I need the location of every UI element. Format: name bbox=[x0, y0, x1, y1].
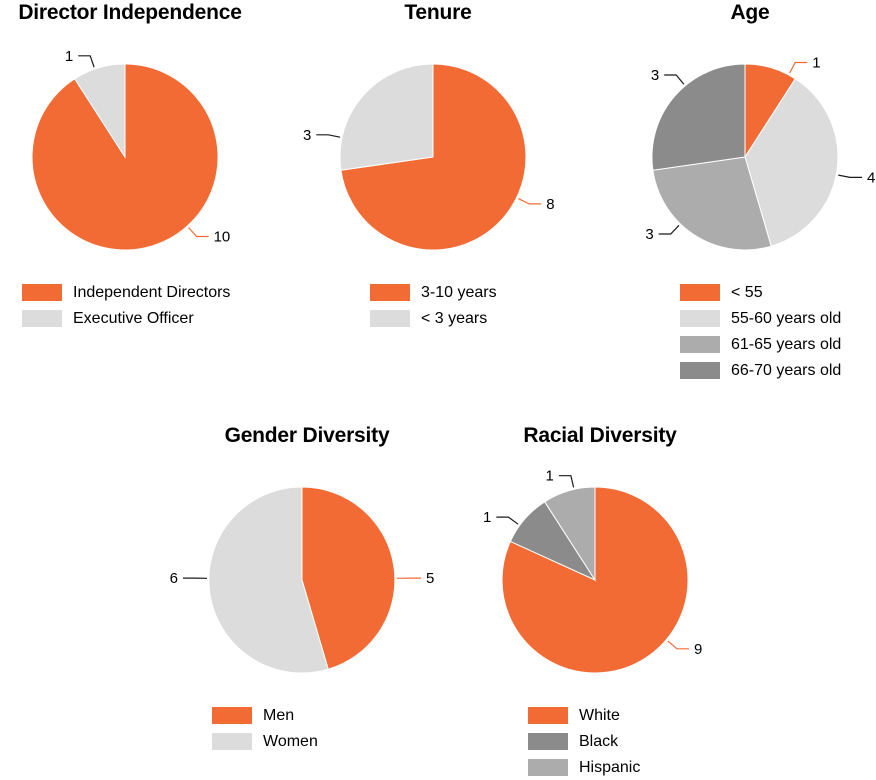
pie-slice-55-60-years-old bbox=[744, 78, 839, 247]
legend-item-66-70-years-old: 66-70 years old bbox=[680, 362, 876, 379]
chart-title-tenure: Tenure bbox=[404, 1, 472, 24]
legend-label-55-60-years-old: 55-60 years old bbox=[731, 310, 842, 327]
legend-swatch-55-60-years-old bbox=[680, 310, 720, 327]
legend-swatch-black bbox=[528, 733, 568, 750]
pie-slice-white bbox=[501, 486, 689, 674]
callout-line-black bbox=[496, 516, 519, 525]
legend-swatch-women bbox=[212, 733, 252, 750]
pie-slice-66-70-years-old bbox=[651, 63, 746, 171]
legend-item-55: < 55 bbox=[680, 284, 876, 301]
legend-item-hispanic: Hispanic bbox=[528, 759, 738, 776]
legend-label-55: < 55 bbox=[731, 284, 763, 301]
legend-label-66-70-years-old: 66-70 years old bbox=[731, 362, 842, 379]
callout-line-55 bbox=[789, 61, 808, 74]
legend-swatch-66-70-years-old bbox=[680, 362, 720, 379]
callout-value-55-60-years-old: 4 bbox=[867, 169, 875, 186]
callout-value-black: 1 bbox=[483, 509, 491, 526]
legend-label-executive-officer: Executive Officer bbox=[73, 310, 194, 327]
legend-item-women: Women bbox=[212, 733, 445, 750]
pie-tenure: 83 bbox=[303, 63, 555, 251]
pie-slice-women bbox=[208, 486, 329, 674]
callout-value-55: 1 bbox=[812, 55, 820, 72]
callout-value-executive-officer: 1 bbox=[65, 48, 73, 65]
callout-line-3-years bbox=[316, 134, 341, 138]
callout-value-hispanic: 1 bbox=[546, 468, 554, 485]
legend-swatch-3-10-years bbox=[370, 284, 410, 301]
callout-value-66-70-years-old: 3 bbox=[651, 67, 659, 84]
legend-racial-diversity: White Black Hispanic bbox=[528, 707, 738, 776]
pie-slice-61-65-years-old bbox=[652, 156, 772, 251]
legend-label-white: White bbox=[579, 707, 620, 724]
legend-swatch-61-65-years-old bbox=[680, 336, 720, 353]
legend-label-3-10-years: 3-10 years bbox=[421, 284, 497, 301]
legend-label-independent-directors: Independent Directors bbox=[73, 284, 231, 301]
legend-age: < 55 55-60 years old 61-65 years old 66-70 … bbox=[680, 284, 876, 379]
callout-line-3-10-years bbox=[518, 198, 542, 205]
chart-title-age: Age bbox=[730, 1, 770, 24]
pie-director-independence: 10 1 bbox=[31, 48, 231, 251]
chart-title-racial-diversity: Racial Diversity bbox=[523, 424, 677, 447]
legend-swatch-executive-officer bbox=[22, 310, 62, 327]
chart-racial-diversity: Racial Diversity 9 1 1 White Black Hispanic bbox=[462, 423, 738, 780]
pie-gender-diversity: 56 bbox=[170, 486, 434, 674]
callout-value-61-65-years-old: 3 bbox=[645, 226, 653, 243]
legend-item-executive-officer: Executive Officer bbox=[22, 310, 268, 327]
callout-value-3-10-years: 8 bbox=[546, 196, 554, 213]
legend-swatch-3-years bbox=[370, 310, 410, 327]
legend-tenure: 3-10 years < 3 years bbox=[370, 284, 576, 327]
pie-slice-hispanic bbox=[544, 486, 596, 582]
chart-title-director-independence: Director Independence bbox=[18, 1, 242, 24]
chart-director-independence: Director Independence 10 1 Independent Di… bbox=[0, 0, 268, 336]
legend-swatch-55 bbox=[680, 284, 720, 301]
legend-swatch-independent-directors bbox=[22, 284, 62, 301]
pie-slice-men bbox=[301, 486, 396, 670]
pie-racial-diversity: 9 1 1 bbox=[483, 468, 702, 674]
legend-label-3-years: < 3 years bbox=[421, 310, 488, 327]
legend-item-independent-directors: Independent Directors bbox=[22, 284, 268, 301]
legend-item-3-10-years: 3-10 years bbox=[370, 284, 576, 301]
callout-line-executive-officer bbox=[78, 55, 95, 68]
callout-line-hispanic bbox=[558, 475, 575, 488]
legend-item-black: Black bbox=[528, 733, 738, 750]
callout-value-men: 5 bbox=[426, 570, 434, 587]
callout-line-independent-directors bbox=[188, 227, 209, 238]
legend-label-hispanic: Hispanic bbox=[579, 759, 641, 776]
legend-swatch-white bbox=[528, 707, 568, 724]
legend-label-61-65-years-old: 61-65 years old bbox=[731, 336, 842, 353]
pie-age: 1 4 3 3 bbox=[645, 55, 875, 251]
legend-swatch-men bbox=[212, 707, 252, 724]
legend-director-independence: Independent Directors Executive Officer bbox=[22, 284, 268, 327]
legend-item-61-65-years-old: 61-65 years old bbox=[680, 336, 876, 353]
callout-value-women: 6 bbox=[170, 570, 178, 587]
callout-value-white: 9 bbox=[694, 641, 702, 658]
chart-age: Age 1 4 3 3 < 55 55-60 years old 61-65 years … bbox=[612, 0, 876, 388]
callout-line-66-70-years-old bbox=[664, 74, 685, 85]
callout-line-55-60-years-old bbox=[838, 174, 862, 178]
legend-item-55-60-years-old: 55-60 years old bbox=[680, 310, 876, 327]
legend-label-black: Black bbox=[579, 733, 619, 750]
pie-slice-executive-officer bbox=[74, 63, 126, 159]
chart-title-gender-diversity: Gender Diversity bbox=[224, 424, 390, 447]
callout-line-white bbox=[667, 640, 689, 650]
callout-value-3-years: 3 bbox=[303, 127, 311, 144]
legend-gender-diversity: Men Women bbox=[212, 707, 445, 750]
callout-value-independent-directors: 10 bbox=[214, 229, 231, 246]
legend-label-women: Women bbox=[263, 733, 318, 750]
pie-slice-3-years bbox=[339, 63, 434, 171]
legend-item-men: Men bbox=[212, 707, 445, 724]
callout-line-61-65-years-old bbox=[658, 224, 680, 235]
legend-swatch-hispanic bbox=[528, 759, 568, 776]
legend-item-3-years: < 3 years bbox=[370, 310, 576, 327]
legend-item-white: White bbox=[528, 707, 738, 724]
legend-label-men: Men bbox=[263, 707, 295, 724]
